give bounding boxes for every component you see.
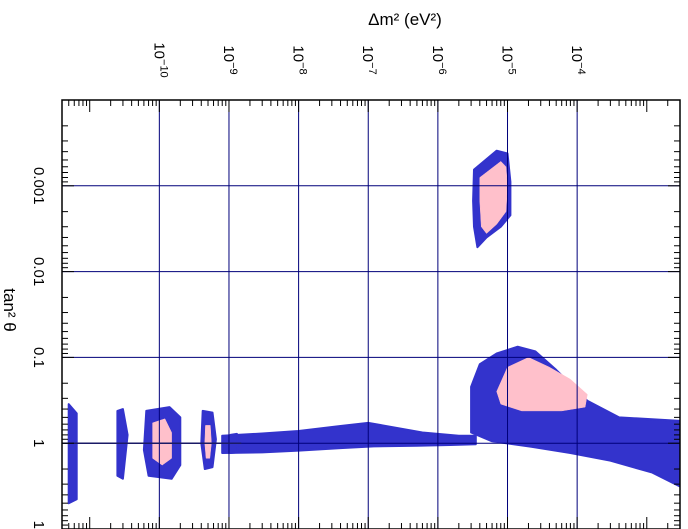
y-tick-label: 0.001 — [30, 167, 47, 205]
contour-regions — [67, 149, 680, 505]
x-tick-label: 10−4 — [568, 45, 587, 74]
x-tick-label: 10−9 — [220, 45, 239, 74]
x-tick-label: 10−5 — [499, 45, 518, 74]
x-tick-label: 10−7 — [359, 45, 378, 74]
grid-lines — [62, 100, 680, 529]
y-tick-labels: 0.001 0.01 0.1 1 10 — [30, 167, 47, 529]
contour-region-lma-inner — [479, 161, 508, 234]
y-axis-title: tan² θ — [0, 288, 19, 331]
tick-marks — [61, 99, 681, 529]
x-tick-label: 10−8 — [290, 45, 309, 74]
contour-region-vac-outer-5 — [67, 403, 78, 505]
x-axis-title: Δm² (eV²) — [368, 10, 442, 29]
contour-region-low-band — [221, 421, 477, 454]
y-tick-label: 10 — [30, 521, 47, 529]
plot-frame — [61, 99, 681, 529]
x-tick-label: 10−6 — [429, 45, 448, 74]
contour-region-vac-inner-2 — [204, 425, 212, 459]
contour-region-sma-inner — [496, 357, 588, 412]
y-tick-label: 0.01 — [30, 257, 47, 286]
contour-region-vac-inner-1 — [152, 418, 172, 466]
x-tick-label: 10−10 — [150, 42, 169, 77]
y-tick-label: 1 — [30, 439, 47, 447]
x-tick-labels: 10−10 10−9 10−8 10−7 10−6 10−5 10−4 — [150, 42, 587, 77]
y-tick-label: 0.1 — [30, 347, 47, 368]
